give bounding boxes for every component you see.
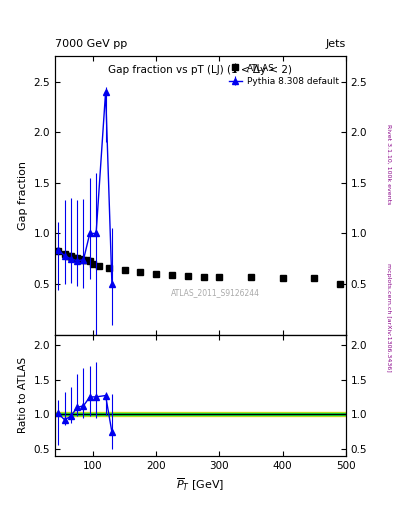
Text: mcplots.cern.ch [arXiv:1306.3436]: mcplots.cern.ch [arXiv:1306.3436] [386, 263, 391, 372]
Y-axis label: Gap fraction: Gap fraction [18, 161, 28, 230]
Legend: ATLAS, Pythia 8.308 default: ATLAS, Pythia 8.308 default [226, 61, 342, 89]
Text: Jets: Jets [325, 38, 346, 49]
Text: 7000 GeV pp: 7000 GeV pp [55, 38, 127, 49]
X-axis label: $\overline{P}_T$ [GeV]: $\overline{P}_T$ [GeV] [176, 476, 224, 493]
Y-axis label: Ratio to ATLAS: Ratio to ATLAS [18, 357, 28, 433]
Text: Rivet 3.1.10, 100k events: Rivet 3.1.10, 100k events [386, 124, 391, 204]
Text: ATLAS_2011_S9126244: ATLAS_2011_S9126244 [171, 288, 259, 297]
Text: Gap fraction vs pT (LJ) (1 < Δy < 2): Gap fraction vs pT (LJ) (1 < Δy < 2) [108, 65, 292, 75]
